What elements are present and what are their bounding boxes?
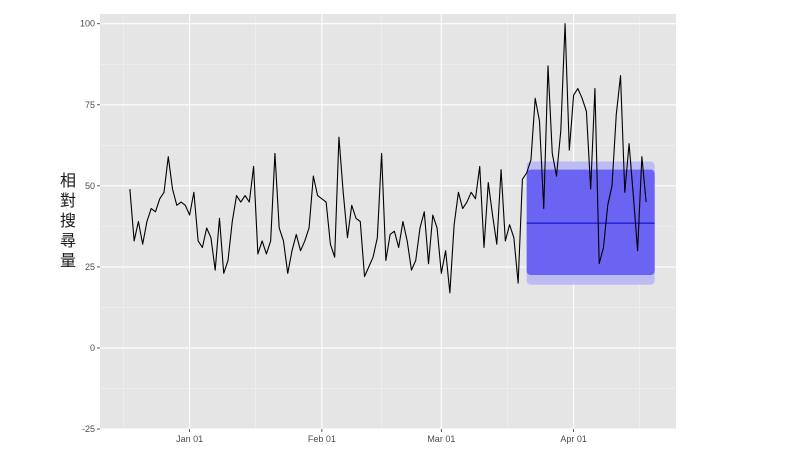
forecast-region: [526, 161, 655, 285]
major-gridlines: [100, 14, 676, 430]
series-line-group: [129, 23, 647, 294]
x-tick-label: Feb 01: [308, 434, 336, 444]
y-tick-label: -25: [82, 424, 95, 434]
x-tick-label: Apr 01: [560, 434, 587, 444]
x-tick-label: Mar 01: [427, 434, 455, 444]
y-axis-label: 相對搜尋量: [60, 171, 76, 270]
y-tick-label: 25: [85, 262, 95, 272]
x-axis: Jan 01 Feb 01 Mar 01 Apr 01: [176, 429, 587, 444]
y-tick-label: 50: [85, 181, 95, 191]
forecast-band-80: [526, 169, 655, 275]
y-tick-label: 100: [80, 19, 95, 29]
y-tick-label: 75: [85, 100, 95, 110]
x-tick-label: Jan 01: [176, 434, 203, 444]
y-axis: -25 0 25 50 75 100: [80, 19, 100, 434]
series-line: [129, 23, 647, 294]
y-tick-label: 0: [90, 343, 95, 353]
